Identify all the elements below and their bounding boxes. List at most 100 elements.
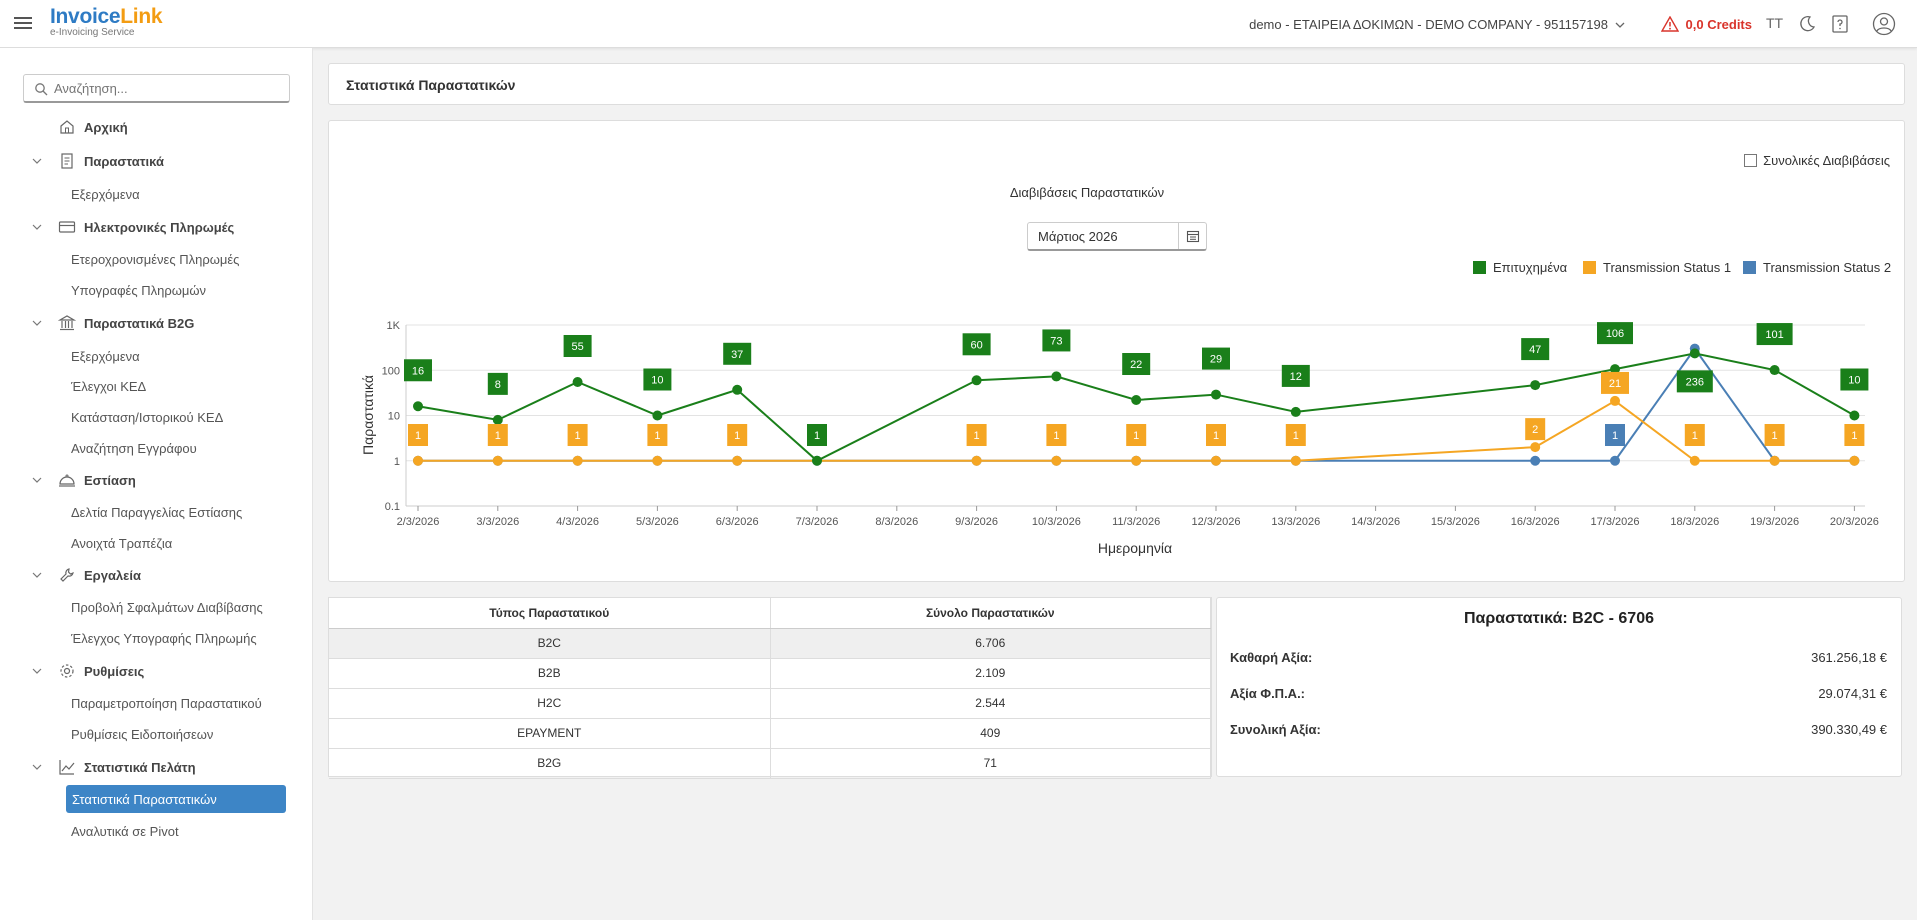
sidebar-item-open-tables[interactable]: Ανοιχτά Τραπέζια xyxy=(0,530,313,556)
sidebar-item-label: Κατάσταση/Ιστορικού ΚΕΔ xyxy=(71,409,224,425)
sidebar-item-label: Ρυθμίσεις Ειδοποιήσεων xyxy=(71,726,214,742)
data-point xyxy=(413,455,423,466)
column-header[interactable]: Σύνολο Παραστατικών xyxy=(770,598,1211,629)
sidebar-group-tools[interactable]: Εργαλεία xyxy=(0,562,313,588)
data-label: 1 xyxy=(415,430,421,442)
app-logo[interactable]: InvoiceLink e-Invoicing Service xyxy=(50,6,163,38)
user-avatar-icon[interactable] xyxy=(1872,12,1896,36)
sidebar-item-outgoing[interactable]: Εξερχόμενα xyxy=(0,181,313,207)
table-cell: B2B xyxy=(329,658,771,689)
data-point xyxy=(492,455,503,466)
summary-row-vat: Αξία Φ.Π.Α.: 29.074,31 € xyxy=(1230,686,1887,701)
data-label: 29 xyxy=(1210,354,1222,366)
x-tick-label: 19/3/2026 xyxy=(1750,516,1799,528)
sidebar-item-pivot-analysis[interactable]: Αναλυτικά σε Pivot xyxy=(0,818,313,844)
table-row[interactable]: B2B 2.109 xyxy=(329,658,1211,689)
sidebar-item-deferred-payments[interactable]: Ετεροχρονισμένες Πληρωμές xyxy=(0,246,313,272)
menu-toggle-icon[interactable] xyxy=(14,14,32,32)
sidebar-item-document-search[interactable]: Αναζήτηση Εγγράφου xyxy=(0,435,313,461)
sidebar-item-invoice-parameters[interactable]: Παραμετροποίηση Παραστατικού xyxy=(0,690,313,716)
data-point xyxy=(652,410,663,421)
data-point xyxy=(1051,455,1062,466)
invoice-type-table-card: Τύπος Παραστατικού Σύνολο Παραστατικών B… xyxy=(328,597,1212,779)
x-tick-label: 15/3/2026 xyxy=(1431,516,1480,528)
total-value-label: Συνολική Αξία: xyxy=(1230,722,1321,737)
sidebar-item-label: Υπογραφές Πληρωμών xyxy=(71,282,207,298)
y-tick-label: 1 xyxy=(394,456,400,468)
table-row[interactable]: H2C 2.544 xyxy=(329,688,1211,719)
warning-icon xyxy=(1660,16,1679,32)
x-tick-label: 6/3/2026 xyxy=(716,516,759,528)
table-row[interactable]: B2C 6.706 xyxy=(329,628,1211,659)
data-label-box xyxy=(1202,347,1230,370)
help-icon[interactable] xyxy=(1830,14,1850,34)
total-transmissions-checkbox[interactable]: Συνολικές Διαβιβάσεις xyxy=(1744,153,1890,168)
sidebar-group-b2g[interactable]: Παραστατικά B2G xyxy=(0,310,313,336)
chart-title: Διαβιβάσεις Παραστατικών xyxy=(1010,185,1164,200)
data-point xyxy=(1211,455,1221,466)
y-tick-label: 100 xyxy=(382,365,400,377)
x-tick-label: 12/3/2026 xyxy=(1192,516,1241,528)
sidebar-group-dining[interactable]: Εστίαση xyxy=(0,467,313,493)
data-label: 12 xyxy=(1290,371,1302,383)
legend-label: Transmission Status 1 xyxy=(1603,260,1731,275)
sidebar-group-settings[interactable]: Ρυθμίσεις xyxy=(0,658,313,684)
table-row[interactable]: EPAYMENT 409 xyxy=(329,718,1211,749)
series-line xyxy=(417,352,1855,462)
sidebar-item-label: Εξερχόμενα xyxy=(71,348,140,364)
chevron-down-icon xyxy=(32,668,42,674)
summary-card: Παραστατικά: B2C - 6706 Καθαρή Αξία: 361… xyxy=(1216,597,1902,777)
table-row[interactable]: B2G 71 xyxy=(329,748,1211,779)
data-label: 21 xyxy=(1609,378,1621,390)
y-tick-label: 1K xyxy=(387,320,401,332)
sidebar-group-customer-stats[interactable]: Στατιστικά Πελάτη xyxy=(0,754,313,780)
sidebar-item-label: Αναζήτηση Εγγράφου xyxy=(71,440,197,456)
chevron-down-icon xyxy=(32,224,42,230)
data-label-box xyxy=(723,342,752,365)
sidebar-item-b2g-outgoing[interactable]: Εξερχόμενα xyxy=(0,343,313,369)
column-header[interactable]: Τύπος Παραστατικού xyxy=(329,598,771,629)
x-axis-label: Ημερομηνία xyxy=(1098,540,1172,556)
company-selector[interactable]: demo - ΕΤΑΙΡΕΙΑ ΔΟΚΙΜΩΝ - DEMO COMPANY -… xyxy=(1249,17,1626,32)
data-point xyxy=(572,376,583,387)
calendar-icon[interactable] xyxy=(1178,223,1206,249)
sidebar-item-transmission-errors[interactable]: Προβολή Σφαλμάτων Διαβίβασης xyxy=(0,594,313,620)
sidebar-item-signature-check[interactable]: Έλεγχος Υπογραφής Πληρωμής xyxy=(0,625,313,651)
sidebar-group-payments[interactable]: Ηλεκτρονικές Πληρωμές xyxy=(0,214,313,240)
data-label: 101 xyxy=(1765,329,1783,341)
sidebar: Αρχική Παραστατικά Εξερχόμενα Ηλεκτρονικ… xyxy=(0,48,313,920)
chevron-down-icon xyxy=(32,764,42,770)
search-input[interactable] xyxy=(23,74,290,103)
data-label-box xyxy=(1676,370,1713,393)
credits-indicator[interactable]: 0,0 Credits xyxy=(1660,16,1752,32)
data-label-box xyxy=(1521,338,1550,361)
chevron-down-icon xyxy=(32,572,42,578)
table-cell: 2.109 xyxy=(770,658,1211,689)
data-label: 1 xyxy=(1851,430,1857,442)
month-picker[interactable]: Μάρτιος 2026 xyxy=(1027,222,1207,251)
sidebar-item-invoice-statistics[interactable]: Στατιστικά Παραστατικών xyxy=(66,785,286,813)
x-tick-label: 10/3/2026 xyxy=(1032,516,1081,528)
net-value: 361.256,18 € xyxy=(1811,650,1887,665)
data-point xyxy=(1131,455,1142,466)
font-size-icon[interactable]: TT xyxy=(1766,15,1786,35)
sidebar-item-ked-checks[interactable]: Έλεγχοι ΚΕΔ xyxy=(0,373,313,399)
data-label-box xyxy=(563,334,592,357)
sidebar-item-notification-settings[interactable]: Ρυθμίσεις Ειδοποιήσεων xyxy=(0,721,313,747)
sidebar-item-order-slips[interactable]: Δελτία Παραγγελίας Εστίασης xyxy=(0,499,313,525)
sidebar-item-ked-history[interactable]: Κατάσταση/Ιστορικού ΚΕΔ xyxy=(0,404,313,430)
data-point xyxy=(1211,389,1221,400)
sidebar-item-label: Αναλυτικά σε Pivot xyxy=(71,823,179,839)
sidebar-item-home[interactable]: Αρχική xyxy=(0,114,313,140)
table-header-row: Τύπος Παραστατικού Σύνολο Παραστατικών xyxy=(329,598,1211,629)
data-label-box xyxy=(1042,329,1071,352)
dark-mode-icon[interactable] xyxy=(1797,14,1817,34)
sidebar-group-invoices[interactable]: Παραστατικά xyxy=(0,148,313,174)
data-label: 1 xyxy=(1133,430,1139,442)
x-tick-label: 14/3/2026 xyxy=(1351,516,1400,528)
data-label: 16 xyxy=(412,365,424,377)
checkbox-box[interactable] xyxy=(1744,154,1758,167)
page-title: Στατιστικά Παραστατικών xyxy=(346,77,516,93)
x-tick-label: 13/3/2026 xyxy=(1271,516,1320,528)
sidebar-item-payment-signatures[interactable]: Υπογραφές Πληρωμών xyxy=(0,277,313,303)
